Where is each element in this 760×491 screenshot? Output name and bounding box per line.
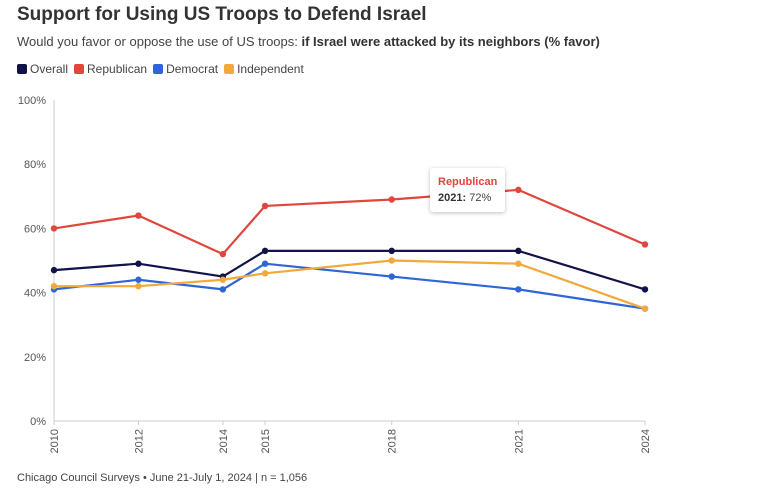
chart-source: Chicago Council Surveys • June 21-July 1… <box>17 472 308 484</box>
chart-subtitle: Would you favor or oppose the use of US … <box>17 34 600 49</box>
data-point-independent <box>50 282 58 290</box>
subtitle-question: if Israel were attacked by its neighbors… <box>301 34 600 49</box>
data-point-independent <box>515 260 522 267</box>
legend-label-independent: Independent <box>237 62 304 76</box>
x-tick-label: 2014 <box>218 429 230 453</box>
x-tick-label: 2010 <box>49 429 61 453</box>
y-tick-label: 60% <box>24 223 46 235</box>
tooltip-value-row: 2021: 72% <box>438 190 497 206</box>
data-point-overall <box>515 247 522 255</box>
data-point-republican <box>515 186 522 194</box>
series-line-republican <box>52 188 647 256</box>
data-point-independent <box>641 305 649 312</box>
data-point-republican <box>641 241 649 248</box>
y-tick-label: 100% <box>18 95 46 107</box>
data-point-independent <box>388 257 395 264</box>
series-line-independent <box>52 259 647 310</box>
chart-title: Support for Using US Troops to Defend Is… <box>17 4 427 25</box>
data-point-democrat <box>219 286 227 293</box>
legend-item-overall[interactable]: Overall <box>17 62 68 76</box>
legend-swatch-democrat <box>153 64 164 74</box>
legend-item-republican[interactable]: Republican <box>74 62 147 76</box>
tooltip-series: Republican <box>438 176 498 188</box>
data-point-overall <box>50 266 58 274</box>
tooltip-year: 2021: <box>438 192 467 204</box>
x-tick-label: 2015 <box>260 429 272 453</box>
x-tick-label: 2012 <box>133 429 145 453</box>
legend-swatch-overall <box>17 64 27 74</box>
legend-label-republican: Republican <box>87 62 148 76</box>
data-point-overall <box>135 260 142 267</box>
data-point-independent <box>261 270 269 277</box>
data-point-republican <box>388 196 395 203</box>
data-point-democrat <box>135 276 142 283</box>
data-point-republican <box>261 202 269 210</box>
data-point-republican <box>50 225 58 232</box>
legend-item-independent[interactable]: Independent <box>224 62 304 76</box>
legend-label-overall: Overall <box>30 62 69 76</box>
y-tick-label: 40% <box>24 288 46 300</box>
x-tick-label: 2021 <box>513 429 525 453</box>
y-tick-label: 80% <box>24 159 46 171</box>
data-point-democrat <box>388 273 395 280</box>
data-point-independent <box>219 276 227 283</box>
chart-tooltip: Republican 2021: 72% <box>430 168 506 212</box>
data-point-republican <box>135 212 142 219</box>
data-point-independent <box>135 282 142 290</box>
x-tick-label: 2024 <box>640 429 652 453</box>
legend-label-democrat: Democrat <box>166 62 219 76</box>
legend-swatch-republican <box>74 64 85 74</box>
subtitle-prefix: Would you favor or oppose the use of US … <box>17 34 302 49</box>
data-point-overall <box>261 247 269 255</box>
legend-item-democrat[interactable]: Democrat <box>153 62 218 76</box>
tooltip-value: 72% <box>469 192 492 204</box>
chart-legend: Overall Republican Democrat Independent <box>17 62 304 76</box>
legend-swatch-independent <box>224 64 235 74</box>
data-point-overall <box>388 247 395 255</box>
y-tick-label: 20% <box>24 352 46 364</box>
data-point-overall <box>641 286 649 293</box>
x-tick-label: 2018 <box>387 429 399 453</box>
data-point-republican <box>219 250 227 258</box>
y-tick-label: 0% <box>30 416 46 428</box>
series-line-overall <box>52 249 647 291</box>
data-point-democrat <box>515 286 522 293</box>
data-point-democrat <box>261 260 269 267</box>
